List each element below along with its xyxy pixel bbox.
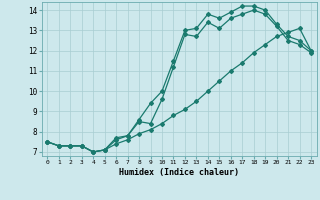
- X-axis label: Humidex (Indice chaleur): Humidex (Indice chaleur): [119, 168, 239, 177]
